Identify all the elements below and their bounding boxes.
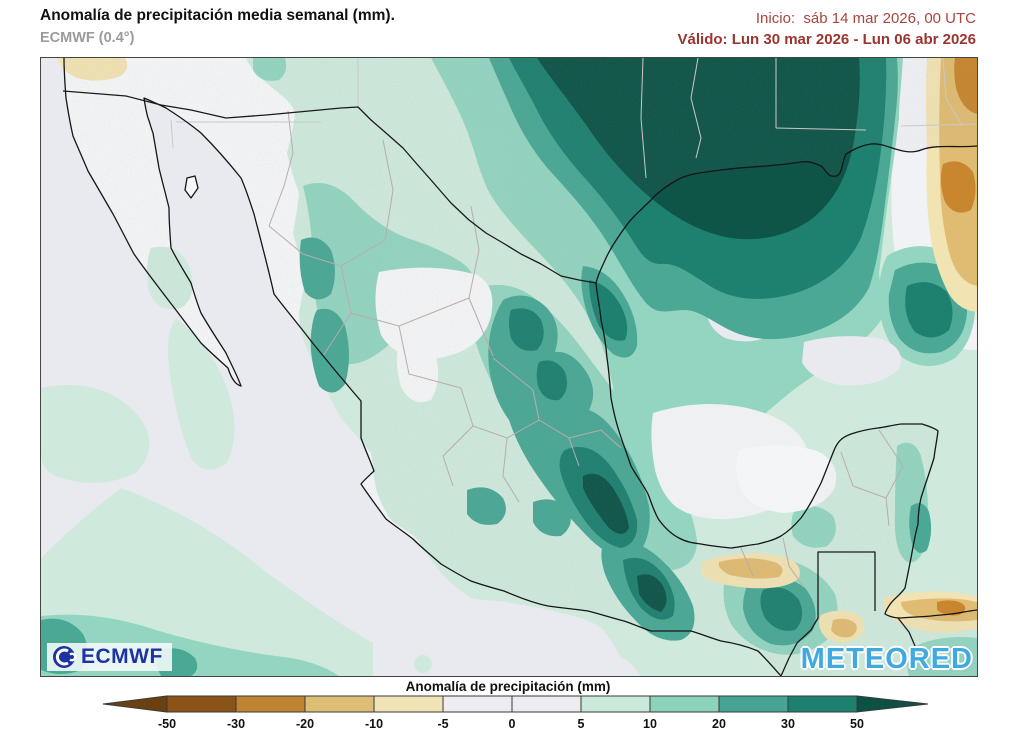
svg-text:30: 30 [781,717,795,731]
us-state-boundaries [170,58,977,179]
model-label: ECMWF (0.4°) [40,29,135,46]
svg-text:0: 0 [509,717,516,731]
svg-text:-5: -5 [437,717,448,731]
svg-text:-50: -50 [158,717,176,731]
coastline [63,58,977,676]
ecmwf-logo-text: ECMWF [81,645,163,668]
ecmwf-logo: ECMWF [47,643,172,671]
colorbar: Anomalía de precipitación (mm) -50 -30 -20… [40,679,976,735]
svg-text:-20: -20 [296,717,314,731]
svg-text:10: 10 [643,717,657,731]
svg-text:-30: -30 [227,717,245,731]
header-right: Inicio: sáb 14 mar 2026, 00 UTC Válido: … [678,8,976,50]
header-left: Anomalía de precipitación media semanal … [40,6,395,48]
basemap-svg [41,58,977,676]
page-title: Anomalía de precipitación media semanal … [40,7,395,24]
svg-text:-10: -10 [365,717,383,731]
colorbar-title: Anomalía de precipitación (mm) [405,679,611,694]
init-time-label: Inicio: sáb 14 mar 2026, 00 UTC [755,10,976,27]
svg-text:20: 20 [712,717,726,731]
country-borders [62,90,916,676]
colorbar-scale: -50 -30 -20 -10 -5 0 5 10 20 30 50 [102,695,929,731]
state-boundaries [268,110,904,587]
svg-text:5: 5 [578,717,585,731]
svg-text:50: 50 [850,717,864,731]
precipitation-anomaly-map: ECMWF METEORED [40,57,978,677]
ecmwf-logo-icon [53,646,76,668]
meteored-logo: METEORED [800,643,973,675]
valid-period-label: Válido: Lun 30 mar 2026 - Lun 06 abr 202… [677,31,976,48]
